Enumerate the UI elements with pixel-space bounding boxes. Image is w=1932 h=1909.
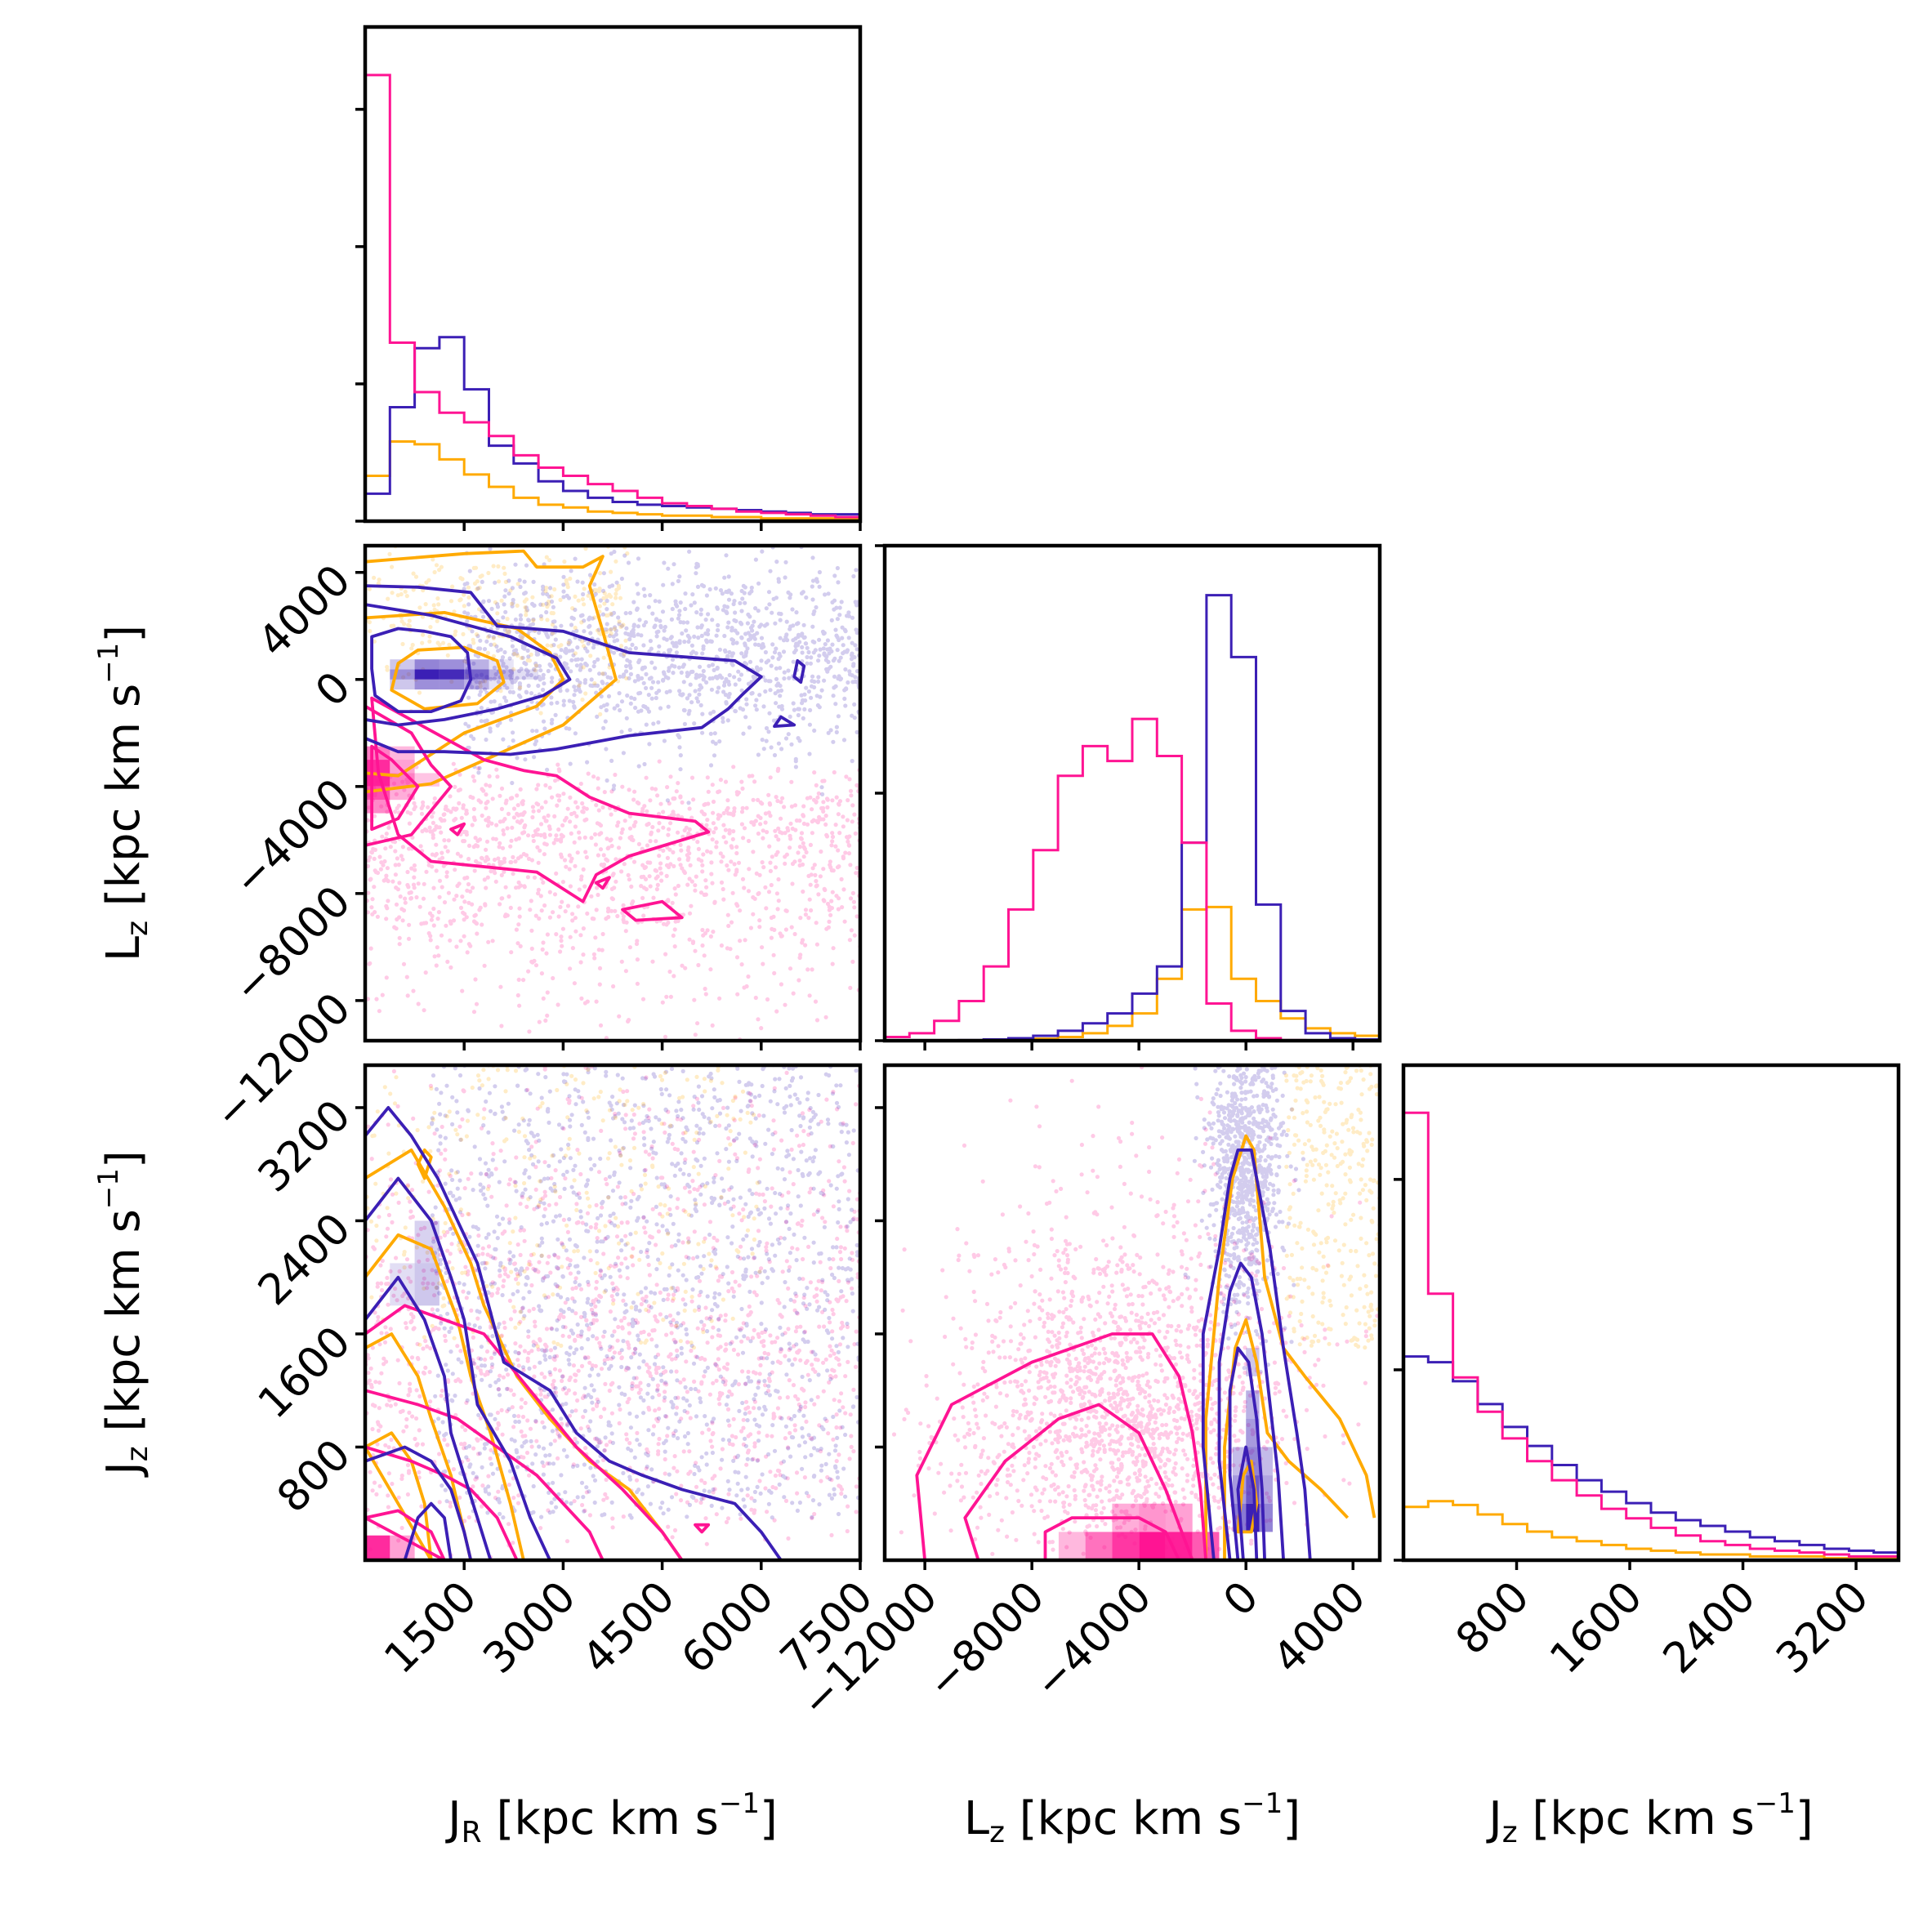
xtick-label-Lz-4: 4000 xyxy=(1264,1572,1375,1684)
y-axis-label-jz: Jz [kpc km s−1] xyxy=(92,1150,154,1478)
contour-lz-jr-pink-0 xyxy=(370,744,420,832)
density-jz-jr-pink xyxy=(365,1535,415,1560)
scatter-jz-jr-orange xyxy=(365,1065,762,1350)
contour-lz-jr-orange-0 xyxy=(390,645,506,711)
scatter-jz-lz-orange xyxy=(1283,1065,1380,1350)
panel-jz-vs-jr xyxy=(355,1063,863,1570)
contour-lz-jr-pink-2 xyxy=(370,696,711,903)
xtick-label-JR-2: 4500 xyxy=(573,1572,685,1684)
ytick-label-Lz-4: 4000 xyxy=(249,555,360,667)
contour-jz-jr-orange-1 xyxy=(365,1233,525,1560)
contour-lz-jr-pink-3 xyxy=(449,822,466,836)
contour-jz-lz-orange-0 xyxy=(1204,1134,1376,1560)
xtick-label-JR-3: 6000 xyxy=(672,1572,783,1684)
contour-jz-jr-pink-4 xyxy=(694,1523,711,1534)
ytick-label-Lz-1: −8000 xyxy=(224,876,360,1013)
xtick-label-JR-0: 1500 xyxy=(375,1572,486,1684)
panel-jz-hist-frame xyxy=(1401,1063,1901,1563)
panel-jz-vs-lz-frame xyxy=(882,1063,1382,1563)
panel-lz-vs-jr-frame xyxy=(363,543,863,1043)
x-axis-label-lz: Lz [kpc km s−1] xyxy=(964,1787,1301,1849)
contour-lz-jr-blue-2 xyxy=(365,584,763,756)
hist-JR-blue xyxy=(365,336,860,521)
y-axis-label-lz: Lz [kpc km s−1] xyxy=(92,625,154,961)
contour-jz-lz-pink-0 xyxy=(915,1332,1207,1560)
ytick-label-Jz-2: 2400 xyxy=(249,1204,360,1315)
ytick-label-Jz-0: 800 xyxy=(268,1430,360,1523)
x-axis-label-jz: Jz [kpc km s−1] xyxy=(1486,1787,1814,1849)
contour-jz-lz-blue-0 xyxy=(1201,1149,1312,1560)
contour-jz-jr-blue-4 xyxy=(403,1501,453,1560)
xtick-label-Jz-3: 3200 xyxy=(1767,1572,1878,1684)
panel-jz-hist xyxy=(1394,1063,1901,1570)
contour-jz-lz-blue-3 xyxy=(1236,1445,1259,1560)
hist-Jz-orange xyxy=(1403,1500,1899,1560)
hist-Jz-pink xyxy=(1403,1111,1899,1560)
contour-jz-jr-blue-3 xyxy=(365,1445,473,1560)
panel-lz-hist-frame xyxy=(882,543,1382,1043)
contour-lz-jr-orange-1 xyxy=(365,611,565,778)
contour-jz-jr-blue-2 xyxy=(365,1275,493,1560)
contour-lz-jr-blue-1 xyxy=(365,603,572,727)
contour-jz-lz-orange-1 xyxy=(1223,1318,1350,1560)
contour-lz-jr-pink-4 xyxy=(594,876,611,890)
contour-jz-lz-pink-2 xyxy=(1043,1516,1181,1560)
contour-jz-jr-pink-2 xyxy=(365,1445,519,1560)
panel-jr-hist-frame xyxy=(363,25,863,524)
ytick-label-Lz-3: 0 xyxy=(306,662,360,716)
hist-Lz-blue xyxy=(885,594,1380,1041)
contour-jz-jr-blue-1 xyxy=(365,1176,551,1560)
contour-jz-jr-pink-3 xyxy=(365,1509,446,1560)
density-jz-lz-pink xyxy=(1058,1503,1220,1560)
scatter-jz-jr-pink xyxy=(365,1065,860,1559)
contour-jz-lz-pink-1 xyxy=(963,1403,1194,1560)
panel-jz-vs-lz xyxy=(875,1063,1382,1570)
x-axis-label-jr: JR [kpc km s−1] xyxy=(445,1787,778,1849)
hist-Lz-pink xyxy=(885,717,1380,1041)
contour-lz-jr-blue-4 xyxy=(773,715,796,728)
contour-lz-jr-blue-0 xyxy=(370,627,473,713)
ytick-label-Lz-2: −4000 xyxy=(224,769,360,906)
scatter-lz-jr-pink xyxy=(365,759,860,1041)
hist-JR-pink xyxy=(365,74,860,521)
hist-JR-orange xyxy=(365,440,860,521)
contour-jz-jr-pink-0 xyxy=(365,1304,684,1560)
ytick-label-Jz-1: 1600 xyxy=(249,1317,360,1428)
xtick-label-Jz-1: 1600 xyxy=(1541,1572,1652,1684)
contour-lz-jr-blue-3 xyxy=(792,659,806,684)
xtick-label-JR-1: 3000 xyxy=(475,1572,586,1684)
contour-jz-lz-blue-1 xyxy=(1217,1261,1285,1560)
xtick-label-Jz-2: 2400 xyxy=(1654,1572,1765,1684)
panel-jz-vs-jr-frame xyxy=(363,1063,863,1563)
contour-jz-jr-pink-1 xyxy=(365,1389,605,1560)
density-lz-jr-blue xyxy=(390,659,539,690)
xtick-label-Lz-3: 0 xyxy=(1215,1572,1269,1626)
scatter-jz-jr-blue xyxy=(430,1065,860,1520)
panel-lz-hist xyxy=(875,543,1382,1050)
panel-jr-hist xyxy=(355,25,863,531)
contour-jz-lz-blue-2 xyxy=(1228,1346,1266,1560)
panel-lz-vs-jr xyxy=(355,543,863,1050)
contour-lz-jr-pink-1 xyxy=(365,704,453,847)
contour-jz-jr-orange-3 xyxy=(365,1431,433,1560)
xtick-label-Jz-0: 800 xyxy=(1447,1572,1539,1665)
xtick-label-Lz-1: −8000 xyxy=(918,1572,1055,1709)
density-jz-jr-blue xyxy=(390,1220,439,1306)
contour-lz-jr-pink-5 xyxy=(621,899,684,922)
contour-jz-jr-blue-0 xyxy=(365,1106,783,1560)
xtick-label-Lz-2: −4000 xyxy=(1025,1572,1162,1709)
